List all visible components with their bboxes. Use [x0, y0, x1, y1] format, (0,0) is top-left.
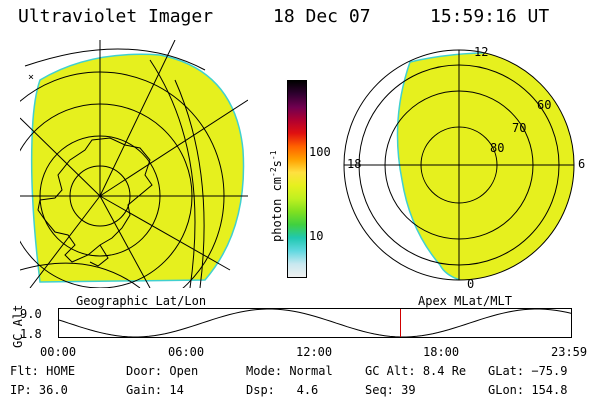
altitude-curve: [58, 308, 572, 338]
status-glat: GLat: −75.9: [488, 364, 568, 378]
status-ip: IP: 36.0: [10, 383, 68, 397]
x-tick-2359: 23:59: [551, 345, 588, 359]
colorbar: [287, 80, 307, 278]
status-gc-alt: GC Alt: 8.4 Re: [365, 364, 467, 378]
status-seq: Seq: 39: [365, 383, 416, 397]
alt-plot-ymin: 1.8: [20, 327, 42, 341]
x-tick-1800: 18:00: [423, 345, 460, 359]
x-tick-1200: 12:00: [296, 345, 333, 359]
colorbar-tick-10: 10: [309, 229, 324, 243]
mlt-label-6: 6: [578, 157, 586, 171]
colorbar-tick-100: 100: [309, 145, 331, 159]
x-tick-0000: 00:00: [40, 345, 77, 359]
mlt-label-0: 0: [467, 277, 475, 291]
mlat-label-70: 70: [512, 121, 527, 135]
status-flt: Flt: HOME: [10, 364, 76, 378]
status-mode: Mode: Normal: [246, 364, 333, 378]
date-label: 18 Dec 07: [273, 6, 371, 27]
status-dsp: Dsp: 4.6: [246, 383, 319, 397]
apex-aurora-region: [396, 51, 574, 280]
svg-text:×: ×: [28, 72, 34, 83]
alt-plot-ymax: 9.0: [20, 307, 42, 321]
apex-panel-label: Apex MLat/MLT: [418, 294, 512, 308]
status-gain: Gain: 14: [126, 383, 184, 397]
status-glon: GLon: 154.8: [488, 383, 568, 397]
instrument-title: Ultraviolet Imager: [18, 6, 214, 27]
time-label: 15:59:16 UT: [430, 6, 550, 27]
antarctica-coastline: [37, 137, 153, 263]
x-tick-0600: 06:00: [168, 345, 205, 359]
altitude-plot: [58, 308, 572, 338]
mlt-label-18: 18: [347, 157, 362, 171]
mlat-label-60: 60: [537, 98, 552, 112]
status-door: Door: Open: [126, 364, 199, 378]
mlat-label-80: 80: [490, 141, 505, 155]
geo-panel-label: Geographic Lat/Lon: [76, 294, 207, 308]
mlt-label-12: 12: [474, 45, 489, 59]
